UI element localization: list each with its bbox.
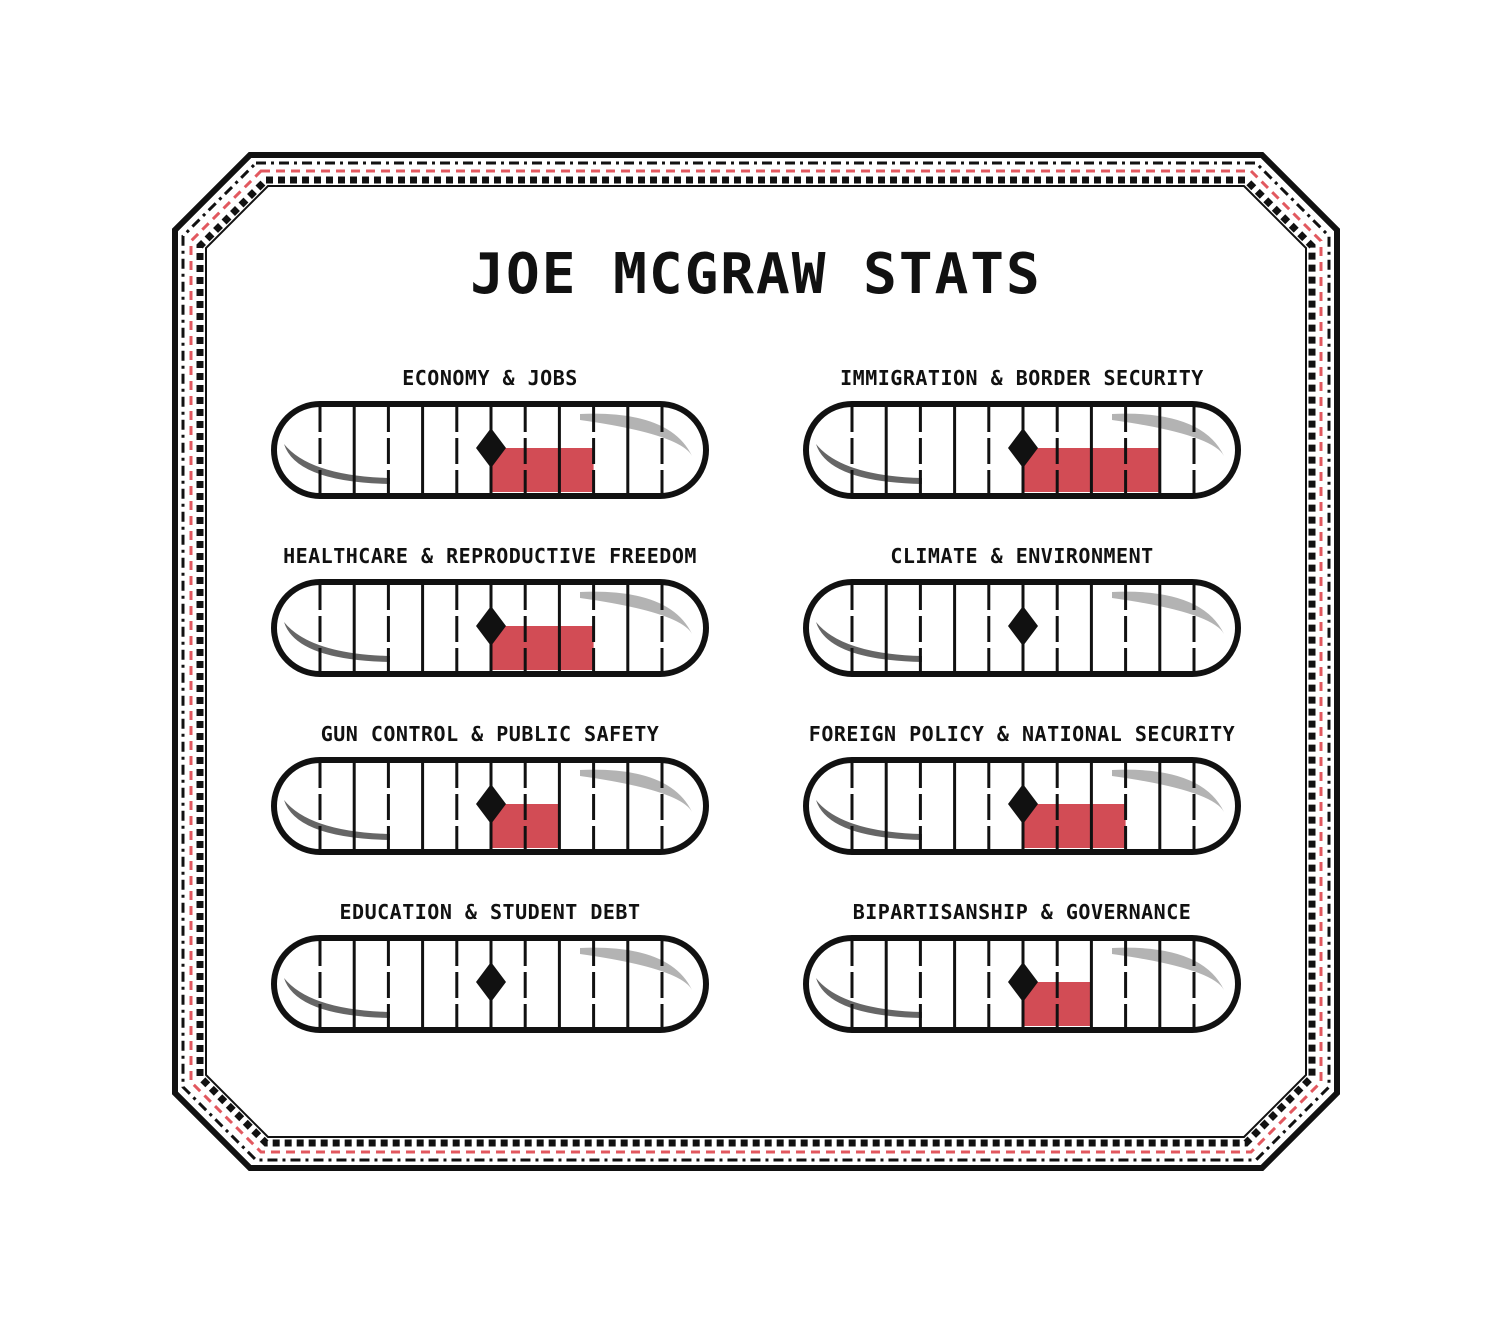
center-marker-icon: [476, 962, 506, 1002]
stat-meter: [271, 757, 709, 855]
meter-outline: [803, 757, 1241, 855]
meter-outline: [271, 579, 709, 677]
meter-shine: [580, 413, 692, 456]
center-marker-icon: [1008, 962, 1038, 1002]
stat-meter: [271, 401, 709, 499]
meter-fill: [491, 448, 594, 492]
stat-label: EDUCATION & STUDENT DEBT: [339, 900, 641, 924]
frame-red-dash-line: [189, 169, 1323, 1154]
frame-dash-line: [181, 161, 1331, 1162]
center-marker-icon: [1008, 606, 1038, 646]
meter-shadow: [284, 444, 390, 484]
stat-label: FOREIGN POLICY & NATIONAL SECURITY: [808, 722, 1236, 746]
stat-label: IMMIGRATION & BORDER SECURITY: [840, 366, 1204, 390]
center-marker-icon: [476, 784, 506, 824]
center-marker-icon: [476, 606, 506, 646]
meter-shine: [580, 769, 692, 812]
meter-outline: [803, 935, 1241, 1033]
meter-outline: [271, 401, 709, 499]
meter-outline: [803, 579, 1241, 677]
meter-shadow: [284, 800, 390, 840]
meter-shine: [1112, 769, 1224, 812]
meter-outline: [271, 757, 709, 855]
meter-shadow: [816, 444, 922, 484]
meter-shadow: [816, 622, 922, 662]
stat-meter: [271, 935, 709, 1033]
meter-shadow: [284, 978, 390, 1018]
meter-shine: [580, 947, 692, 990]
stat-meter: [803, 579, 1241, 677]
meter-outline: [271, 935, 709, 1033]
center-marker-icon: [1008, 428, 1038, 468]
meter-shine: [1112, 947, 1224, 990]
stat-label: BIPARTISANSHIP & GOVERNANCE: [852, 900, 1192, 924]
page-title: JOE MCGRAW STATS: [470, 242, 1042, 307]
stat-meter: [271, 579, 709, 677]
meter-shine: [1112, 413, 1224, 456]
center-marker-icon: [476, 428, 506, 468]
meter-shadow: [816, 978, 922, 1018]
stat-meter: [803, 401, 1241, 499]
meter-shadow: [284, 622, 390, 662]
center-marker-icon: [1008, 784, 1038, 824]
stat-meter: [803, 935, 1241, 1033]
stat-label: CLIMATE & ENVIRONMENT: [890, 544, 1154, 568]
stat-label: HEALTHCARE & REPRODUCTIVE FREEDOM: [283, 544, 697, 568]
stat-label: GUN CONTROL & PUBLIC SAFETY: [320, 722, 660, 746]
meter-shadow: [816, 800, 922, 840]
meter-fill: [1023, 804, 1126, 848]
stat-label: ECONOMY & JOBS: [402, 366, 578, 390]
meter-fill: [491, 626, 594, 670]
meter-shine: [580, 591, 692, 634]
stat-meter: [803, 757, 1241, 855]
meter-outline: [803, 401, 1241, 499]
meter-shine: [1112, 591, 1224, 634]
